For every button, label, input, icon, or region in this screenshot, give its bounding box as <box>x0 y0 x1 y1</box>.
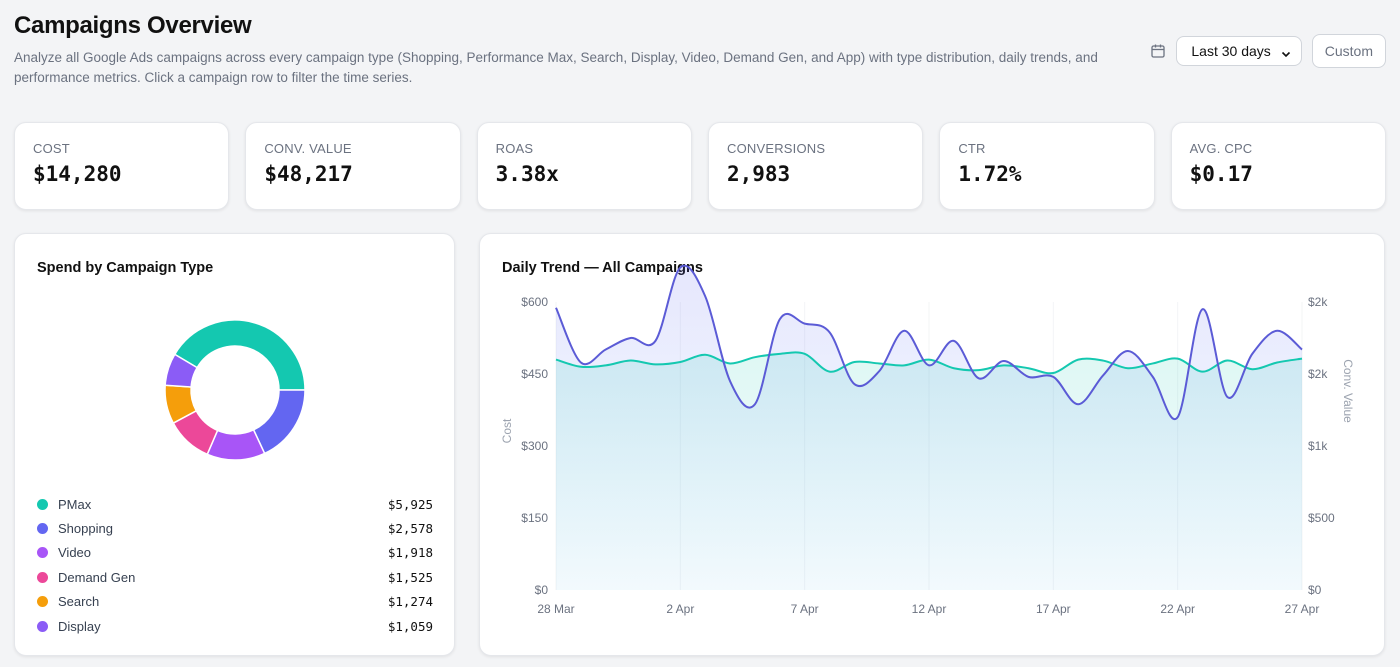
x-tick-label: 17 Apr <box>1036 602 1071 616</box>
legend-row-shopping[interactable]: Shopping $2,578 <box>37 516 433 540</box>
kpi-row: COST $14,280 CONV. VALUE $48,217 ROAS 3.… <box>14 122 1386 210</box>
daily-trend-chart[interactable]: $0 $150 $300 $450 $600 $0 $500 $1k $2k $2k 28 Mar 2… <box>480 234 1386 657</box>
kpi-value: $0.17 <box>1189 162 1253 186</box>
kpi-value: $14,280 <box>33 162 122 186</box>
legend-value: $5,925 <box>387 496 433 512</box>
legend-value: $1,274 <box>387 594 433 610</box>
x-tick-label: 12 Apr <box>912 602 947 616</box>
legend-name: Search <box>58 594 100 610</box>
y-right-tick-label: $0 <box>1308 583 1322 597</box>
kpi-label: CTR <box>958 141 986 156</box>
page-description: Analyze all Google Ads campaigns across … <box>14 50 1098 85</box>
card-title: Daily Trend — All Campaigns <box>502 260 703 276</box>
legend-name: Shopping <box>58 521 113 537</box>
x-tick-label: 27 Apr <box>1285 602 1320 616</box>
legend-row-display[interactable]: Display $1,059 <box>37 614 433 638</box>
y-right-tick-label: $2k <box>1308 295 1328 309</box>
kpi-card-ctr: CTR 1.72% <box>939 122 1155 210</box>
y-left-axis-title: Cost <box>500 418 514 443</box>
card-title: Spend by Campaign Type <box>37 260 214 276</box>
legend-value: $1,059 <box>387 618 433 634</box>
x-tick-label: 2 Apr <box>666 602 694 616</box>
legend-dot <box>37 596 48 608</box>
spend-by-type-card: Spend by Campaign Type PMax $5,925 Shopp… <box>14 233 455 656</box>
x-tick-label: 7 Apr <box>791 602 819 616</box>
donut-slice-display[interactable] <box>164 353 199 388</box>
legend-row-video[interactable]: Video $1,918 <box>37 541 433 565</box>
spend-donut-chart <box>164 319 306 461</box>
kpi-card-roas: ROAS 3.38x <box>476 122 692 210</box>
legend-row-search[interactable]: Search $1,274 <box>37 590 433 614</box>
kpi-card-conversions: CONVERSIONS 2,983 <box>707 122 924 210</box>
kpi-value: 3.38x <box>495 162 559 186</box>
legend-row-pmax[interactable]: PMax $5,925 <box>37 492 433 516</box>
y-right-tick-label: $2k <box>1308 367 1328 381</box>
legend-name: Demand Gen <box>58 569 136 585</box>
y-right-tick-label: $500 <box>1308 511 1335 525</box>
conv-value-series-line[interactable] <box>555 264 1303 421</box>
date-range-select[interactable]: Last 30 days <box>1176 36 1302 66</box>
donut-slice-shopping[interactable] <box>252 389 306 455</box>
legend-name: PMax <box>58 496 92 512</box>
kpi-card-cost: COST $14,280 <box>14 122 230 210</box>
kpi-card-conv-value: CONV. VALUE $48,217 <box>245 122 461 210</box>
legend-row-demand-gen[interactable]: Demand Gen $1,525 <box>37 565 433 589</box>
legend-dot <box>37 498 48 510</box>
legend-dot <box>37 620 48 632</box>
kpi-label: AVG. CPC <box>1189 141 1253 156</box>
custom-range-button[interactable]: Custom <box>1311 34 1386 68</box>
cost-series-line[interactable] <box>555 351 1303 375</box>
legend-dot <box>37 571 48 583</box>
x-tick-label: 22 Apr <box>1160 602 1195 616</box>
y-right-tick-label: $1k <box>1308 439 1328 453</box>
spend-legend: PMax $5,925 Shopping $2,578 Video $1,918… <box>37 492 433 638</box>
daily-trend-card: Daily Trend — All Campaigns $0 $150 $300 $4… <box>479 233 1385 656</box>
page-title: Campaigns Overview <box>14 12 252 39</box>
legend-value: $2,578 <box>387 521 433 537</box>
legend-name: Display <box>58 618 101 634</box>
page-header: Campaigns Overview Analyze all Google Ad… <box>14 12 1134 88</box>
cost-area <box>556 352 1302 590</box>
legend-value: $1,918 <box>387 545 433 561</box>
kpi-label: COST <box>33 141 70 156</box>
x-tick-label: 28 Mar <box>537 602 574 616</box>
legend-dot <box>37 547 48 559</box>
y-right-axis-title: Conv. Value <box>1341 359 1355 423</box>
legend-dot <box>37 523 48 535</box>
y-left-tick-label: $0 <box>535 583 549 597</box>
kpi-card-avg-cpc: AVG. CPC $0.17 <box>1170 122 1386 210</box>
kpi-label: ROAS <box>495 141 534 156</box>
legend-value: $1,525 <box>387 569 433 585</box>
calendar-icon[interactable] <box>1150 43 1166 59</box>
kpi-label: CONV. VALUE <box>264 141 352 156</box>
date-controls: Last 30 days Custom <box>1150 34 1386 68</box>
kpi-value: 2,983 <box>726 162 791 186</box>
kpi-value: $48,217 <box>264 162 353 186</box>
y-left-tick-label: $600 <box>521 295 548 309</box>
kpi-value: 1.72% <box>958 162 1022 186</box>
y-left-tick-label: $150 <box>521 511 548 525</box>
y-left-tick-label: $300 <box>521 439 548 453</box>
donut-slice-pmax[interactable] <box>173 319 306 391</box>
chevron-down-icon <box>1281 46 1291 58</box>
kpi-label: CONVERSIONS <box>726 141 826 156</box>
date-range-label: Last 30 days <box>1191 43 1271 59</box>
legend-name: Video <box>58 545 92 561</box>
y-left-tick-label: $450 <box>521 367 548 381</box>
